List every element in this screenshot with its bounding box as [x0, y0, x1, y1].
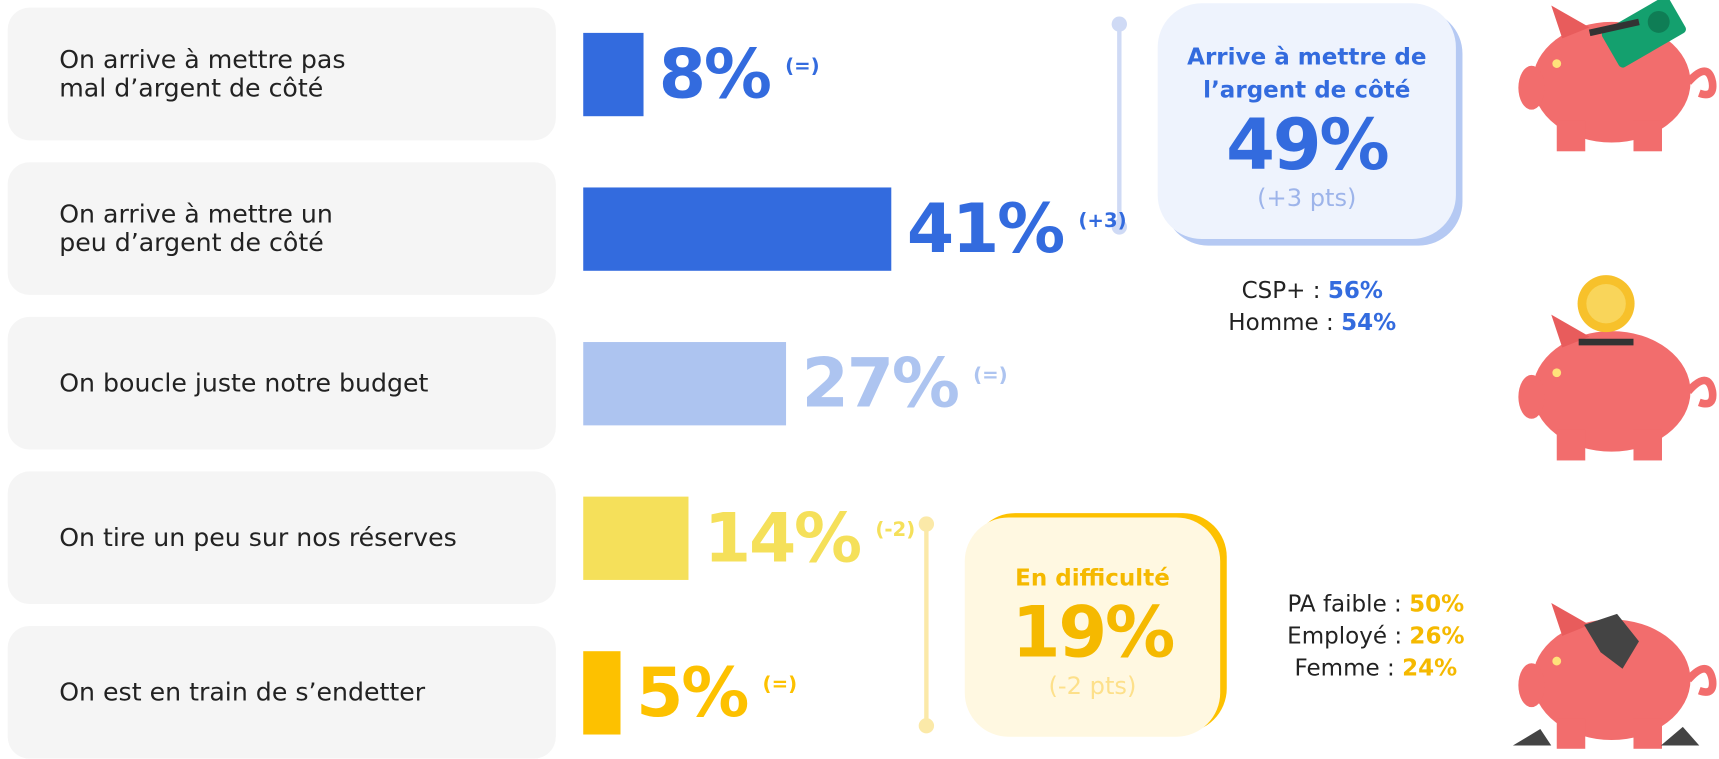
row-box — [7, 7, 556, 141]
value-group: 41% (+3) — [906, 188, 1127, 269]
category-label: On arrive à mettre un peu d’argent de cô… — [59, 200, 333, 258]
change-label: (=) — [973, 363, 1008, 387]
breakdown-label: Employé : — [1287, 622, 1403, 650]
breakdown-label: Homme : — [1228, 309, 1334, 336]
breakdown: CSP+ : 56% Homme : 54% — [1181, 275, 1444, 339]
bar — [583, 186, 892, 271]
bar — [583, 496, 689, 580]
breakdown-value: 24% — [1402, 654, 1458, 681]
change-label: (=) — [762, 673, 798, 697]
change-label: (=) — [785, 54, 820, 78]
category-label: On boucle juste notre budget — [59, 368, 429, 398]
summary-value: 19% — [1011, 593, 1176, 675]
row-box — [7, 162, 556, 295]
category-label: On est en train de s’endetter — [59, 678, 426, 707]
summary-title: En difficulté — [1015, 564, 1170, 591]
breakdown-line: Employé : 26% — [1228, 621, 1524, 653]
value-group: 14% (-2) — [703, 497, 916, 578]
bar — [583, 650, 621, 734]
breakdown-label: PA faible : — [1287, 590, 1402, 618]
breakdown-value: 26% — [1409, 622, 1465, 650]
row-box — [7, 471, 556, 605]
value-label: 14% — [703, 497, 862, 578]
value-label: 8% — [658, 33, 772, 114]
summary-change: (-2 pts) — [1048, 673, 1137, 701]
value-group: 5% (=) — [636, 658, 797, 726]
category-label: On arrive à mettre pas mal d’argent de c… — [59, 45, 346, 103]
change-label: (+3) — [1078, 209, 1127, 233]
breakdown-line: Femme : 24% — [1228, 652, 1524, 684]
change-label: (-2) — [875, 518, 916, 542]
bar — [583, 32, 644, 116]
breakdown-line: PA faible : 50% — [1228, 589, 1524, 621]
breakdown-value: 54% — [1341, 309, 1397, 336]
breakdown-line: CSP+ : 56% — [1181, 275, 1444, 307]
category-label: On tire un peu sur nos réserves — [59, 523, 457, 552]
summary-box: Arrive à mettre de l’argent de côté 49% (+… — [1157, 3, 1456, 239]
value-group: 27% (=) — [802, 349, 1008, 417]
value-group: 8% (=) — [658, 33, 820, 114]
breakdown-value: 50% — [1409, 590, 1465, 618]
row-box — [7, 625, 556, 759]
breakdown: PA faible : 50% Employé : 26% Femme : 24% — [1228, 589, 1524, 684]
value-label: 27% — [801, 342, 960, 423]
value-label: 5% — [636, 651, 749, 732]
row-box — [7, 316, 556, 450]
breakdown-line: Homme : 54% — [1181, 307, 1444, 339]
breakdown-label: CSP+ : — [1241, 277, 1321, 304]
summary-value: 49% — [1226, 105, 1390, 187]
bar — [583, 341, 787, 425]
summary-change: (+3 pts) — [1257, 185, 1357, 213]
breakdown-value: 56% — [1327, 277, 1383, 304]
value-label: 41% — [906, 188, 1065, 269]
breakdown-label: Femme : — [1294, 654, 1395, 681]
summary-box: En difficulté 19% (-2 pts) — [964, 517, 1221, 737]
summary-title: Arrive à mettre de l’argent de côté — [1187, 43, 1427, 104]
